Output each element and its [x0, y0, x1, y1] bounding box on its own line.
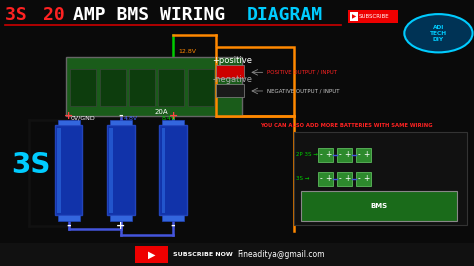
Text: BMS: BMS: [371, 203, 388, 209]
Bar: [188, 69, 214, 106]
Text: AMP BMS WIRING: AMP BMS WIRING: [73, 6, 237, 24]
Text: ▶: ▶: [148, 250, 155, 260]
Text: 2P 3S →: 2P 3S →: [296, 152, 318, 157]
Text: 3S: 3S: [5, 6, 37, 24]
Text: +: +: [344, 174, 350, 183]
Bar: [216, 65, 244, 78]
Text: POSITIVE OUTPUT / INPUT: POSITIVE OUTPUT / INPUT: [267, 70, 337, 75]
Text: +: +: [325, 174, 331, 183]
Text: 8.4V: 8.4V: [161, 116, 175, 121]
Bar: [109, 128, 113, 213]
Text: 12.8V: 12.8V: [178, 49, 196, 54]
Text: -: -: [118, 111, 123, 121]
Text: -: -: [319, 174, 322, 183]
Bar: [356, 148, 371, 162]
Text: 3S: 3S: [11, 151, 51, 179]
Bar: [159, 125, 187, 215]
Text: SUBSCRIBE: SUBSCRIBE: [358, 14, 389, 19]
Text: +: +: [116, 221, 126, 231]
Text: ADI
TECH
DIY: ADI TECH DIY: [430, 25, 447, 41]
Text: +: +: [363, 151, 369, 159]
Bar: [318, 148, 333, 162]
Bar: [110, 120, 132, 125]
Bar: [129, 69, 155, 106]
Circle shape: [404, 14, 473, 52]
Bar: [337, 148, 352, 162]
Text: 20: 20: [43, 6, 64, 24]
Bar: [0, 243, 474, 266]
Bar: [216, 47, 294, 116]
Bar: [301, 191, 457, 221]
Bar: [58, 120, 80, 125]
Text: -: -: [171, 221, 175, 231]
Text: DIAGRAM: DIAGRAM: [246, 6, 323, 24]
Text: -negative: -negative: [212, 75, 252, 84]
Text: 0V/GND: 0V/GND: [71, 116, 95, 121]
Bar: [162, 128, 165, 213]
Text: +: +: [64, 111, 73, 121]
Bar: [162, 215, 184, 221]
Bar: [356, 172, 371, 186]
Text: -: -: [338, 174, 341, 183]
Text: +positive: +positive: [212, 56, 252, 65]
Text: +: +: [363, 174, 369, 183]
Text: NEGATIVE OUTPUT / INPUT: NEGATIVE OUTPUT / INPUT: [267, 89, 339, 93]
Bar: [135, 246, 168, 263]
Text: -: -: [357, 174, 360, 183]
Bar: [100, 69, 126, 106]
Text: -: -: [319, 151, 322, 159]
Text: 20A: 20A: [155, 109, 168, 115]
Text: +: +: [344, 151, 350, 159]
Text: -: -: [338, 151, 341, 159]
Bar: [337, 172, 352, 186]
Bar: [57, 128, 61, 213]
Bar: [216, 84, 244, 97]
Bar: [348, 10, 398, 23]
Text: Fineaditya@gmail.com: Fineaditya@gmail.com: [237, 250, 325, 259]
Text: +: +: [168, 111, 178, 121]
Text: -: -: [66, 221, 71, 231]
Text: -: -: [357, 151, 360, 159]
Text: +: +: [325, 151, 331, 159]
Bar: [110, 215, 132, 221]
Text: 4.8V: 4.8V: [123, 116, 137, 121]
Bar: [158, 69, 184, 106]
Bar: [66, 57, 242, 116]
Bar: [162, 120, 184, 125]
Bar: [318, 172, 333, 186]
Bar: [294, 132, 467, 225]
Text: 3S →: 3S →: [296, 176, 310, 181]
Bar: [58, 215, 80, 221]
Text: YOU CAN ALSO ADD MORE BATTERIES WITH SAME WIRING: YOU CAN ALSO ADD MORE BATTERIES WITH SAM…: [260, 123, 432, 127]
Bar: [107, 125, 135, 215]
Bar: [55, 125, 82, 215]
Bar: [70, 69, 96, 106]
Bar: [350, 12, 358, 21]
Text: SUBSCRIBE NOW: SUBSCRIBE NOW: [173, 252, 233, 257]
Text: ▶: ▶: [352, 14, 356, 19]
